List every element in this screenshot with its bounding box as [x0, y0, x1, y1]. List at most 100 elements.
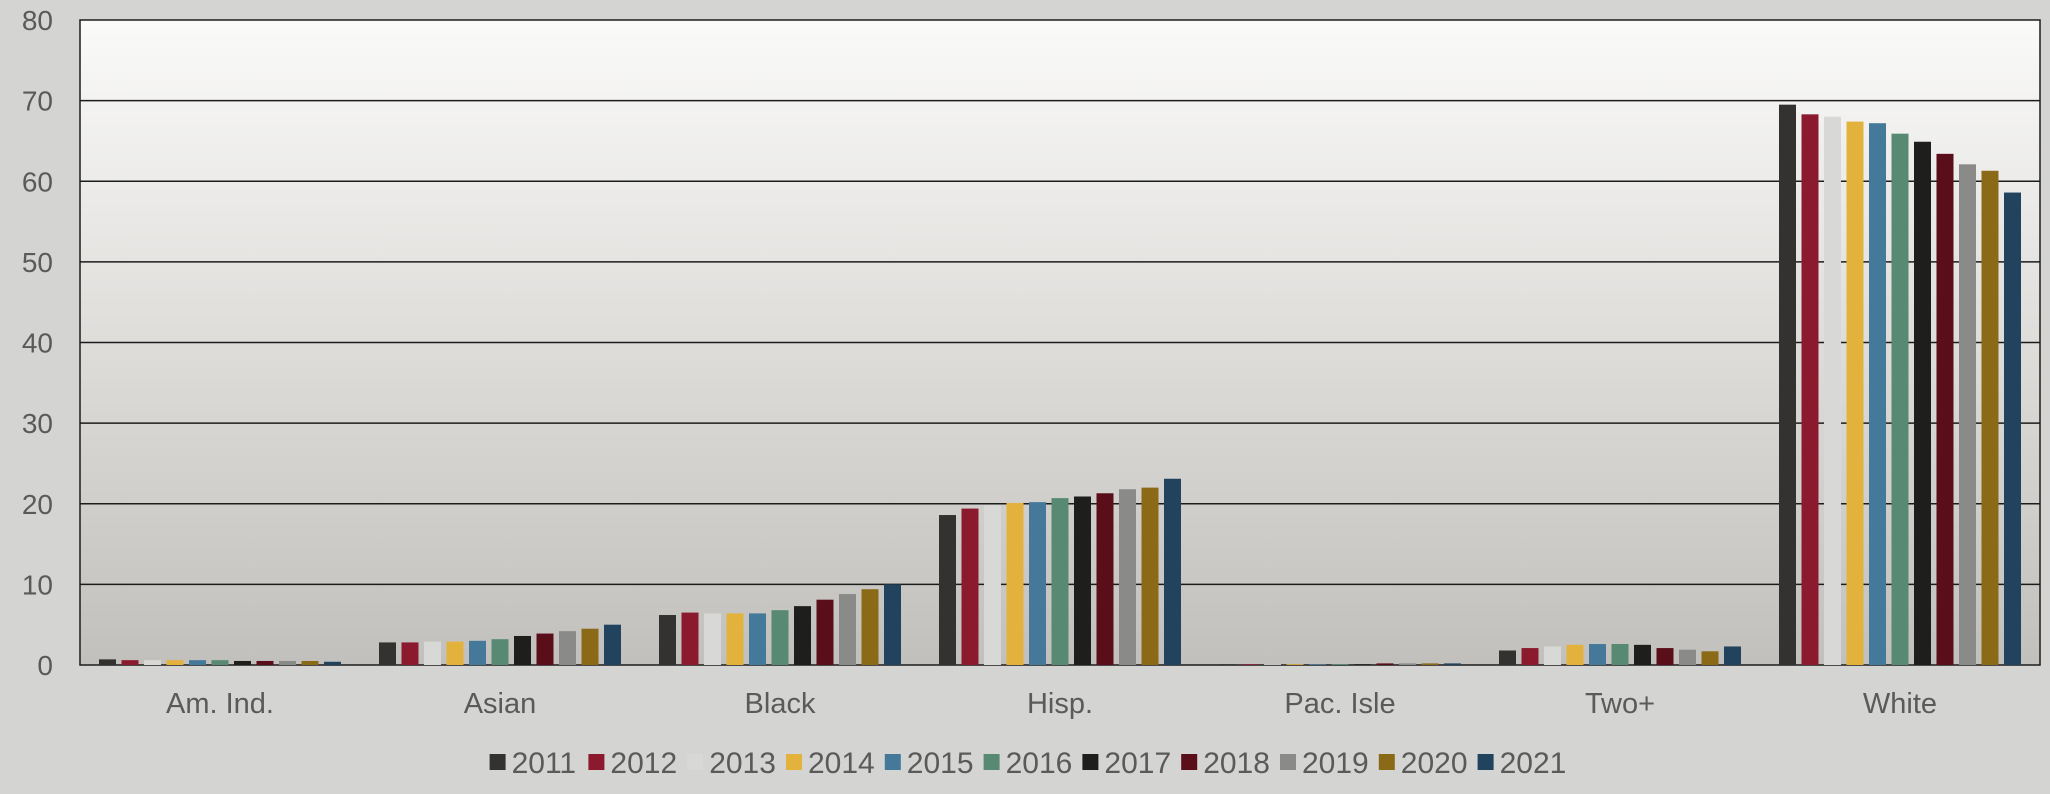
y-tick-label: 10 [22, 569, 53, 600]
bar [1959, 164, 1976, 665]
bar [1656, 648, 1674, 665]
y-tick-label: 40 [22, 328, 53, 359]
bar [861, 589, 879, 665]
bar [1164, 478, 1181, 665]
bar [1376, 663, 1394, 665]
x-axis-ticks: Am. Ind. Asian Black Hisp. Pac. Isle Two+ Whit… [166, 688, 1937, 720]
y-tick-label: 0 [37, 650, 53, 681]
bar [884, 584, 901, 665]
bar [1499, 650, 1516, 665]
y-tick-label: 70 [22, 86, 53, 117]
bar [1544, 646, 1561, 665]
bar [1074, 496, 1091, 665]
bar [559, 631, 576, 665]
bar [704, 613, 721, 665]
x-tick-label: White [1863, 688, 1937, 720]
bar [301, 660, 319, 665]
legend-swatch [1082, 754, 1099, 770]
bar [1444, 663, 1461, 665]
bar [1421, 663, 1439, 665]
x-tick-label: Hisp. [1027, 688, 1093, 720]
bar [1611, 644, 1629, 665]
bar [1936, 153, 1954, 665]
bar [1891, 133, 1909, 665]
bar [1119, 489, 1136, 665]
bar [514, 635, 531, 665]
legend-swatch [786, 754, 802, 770]
legend-swatch [1181, 754, 1198, 770]
bar [1801, 114, 1819, 666]
bar [279, 660, 296, 665]
bar [794, 606, 811, 665]
bar [1264, 664, 1281, 665]
y-tick-label: 80 [22, 5, 53, 36]
bar [401, 642, 419, 665]
bar [256, 660, 274, 665]
bar [939, 515, 956, 665]
bar [99, 659, 116, 665]
legend-label: 2020 [1401, 747, 1468, 780]
y-tick-label: 50 [22, 247, 53, 278]
y-tick-label: 20 [22, 489, 53, 520]
bar [1051, 498, 1069, 665]
bar [1566, 644, 1584, 665]
bar [1354, 664, 1371, 665]
bar [491, 639, 509, 665]
bar [1006, 502, 1024, 665]
bar [1701, 651, 1719, 665]
bar [234, 660, 251, 665]
bar [1634, 644, 1651, 665]
bars [99, 104, 2021, 666]
legend-label: 2015 [907, 747, 974, 780]
bar [1309, 664, 1326, 665]
bar [839, 594, 856, 665]
bar [681, 612, 699, 665]
gridlines [80, 99, 2040, 586]
bar [1914, 141, 1931, 665]
bar [446, 641, 464, 665]
legend-swatch [489, 754, 506, 770]
bar [424, 641, 441, 665]
legend-label: 2013 [709, 747, 776, 780]
bar [771, 610, 789, 665]
bar [1724, 646, 1741, 665]
y-tick-label: 30 [22, 408, 53, 439]
legend-label: 2012 [610, 747, 677, 780]
bar [659, 615, 676, 665]
bar [189, 660, 206, 665]
legend-swatch [983, 754, 1000, 770]
bar [324, 661, 341, 665]
bar [984, 505, 1001, 665]
legend: 2011 2012 2013 2014 2015 2016 2017 2018 2019 2020… [489, 747, 1567, 780]
y-tick-label: 60 [22, 166, 53, 197]
bar [1029, 502, 1046, 665]
bar [1846, 121, 1864, 665]
x-tick-label: Asian [464, 688, 537, 720]
bar [1824, 116, 1841, 665]
legend-label: 2011 [512, 747, 577, 780]
x-tick-label: Am. Ind. [166, 688, 274, 720]
legend-label: 2021 [1500, 747, 1567, 780]
x-tick-label: Two+ [1585, 688, 1655, 720]
bar [1679, 649, 1696, 665]
y-axis-ticks: 0 10 20 30 40 50 60 70 80 [22, 5, 53, 681]
bar [166, 660, 184, 665]
bar [1399, 663, 1416, 665]
bar [816, 599, 834, 665]
bar [469, 640, 486, 665]
bar [1779, 104, 1796, 665]
bar [2004, 192, 2021, 665]
bar [1869, 123, 1886, 665]
bar [604, 624, 621, 665]
x-tick-label: Pac. Isle [1284, 688, 1395, 720]
legend-swatch [588, 754, 605, 770]
legend-swatch [687, 754, 704, 770]
bar [536, 633, 554, 665]
bar [211, 660, 229, 665]
legend-label: 2014 [808, 747, 875, 780]
legend-swatch [1280, 754, 1296, 770]
bar [961, 508, 979, 665]
legend-swatch [1477, 754, 1494, 770]
